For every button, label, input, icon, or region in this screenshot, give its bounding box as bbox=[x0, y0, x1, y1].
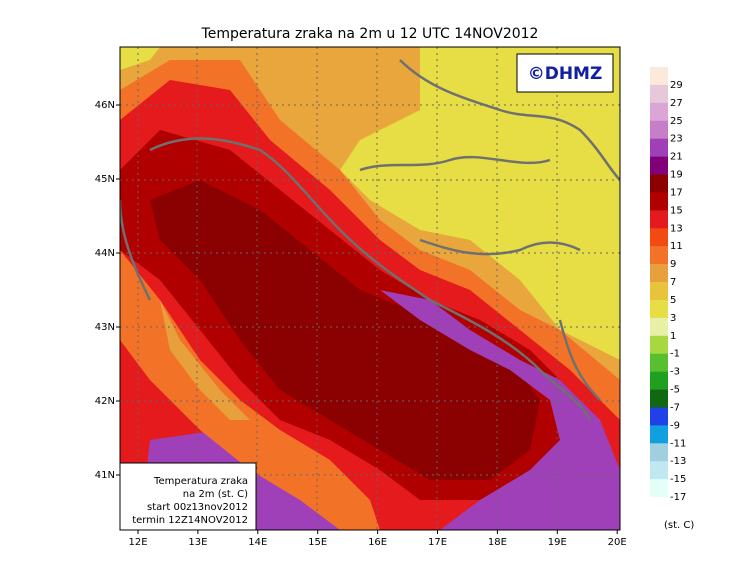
legend-label: 27 bbox=[670, 98, 683, 109]
legend-label: 7 bbox=[670, 277, 676, 288]
copyright: ©DHMZ bbox=[528, 64, 603, 84]
lat-label: 44N bbox=[95, 248, 115, 259]
lat-label: 41N bbox=[95, 470, 115, 481]
color-swatch bbox=[650, 371, 668, 390]
color-swatch bbox=[650, 192, 668, 211]
info-line: Temperatura zraka bbox=[153, 476, 248, 487]
info-lines: Temperatura zraka na 2m (st. C) start 00z1… bbox=[132, 476, 248, 526]
legend-label: 1 bbox=[670, 331, 676, 342]
legend-label: -17 bbox=[670, 492, 686, 503]
legend-label: -7 bbox=[670, 402, 680, 413]
info-line: na 2m (st. C) bbox=[183, 489, 248, 500]
copyright-box bbox=[516, 53, 614, 93]
lon-label: 19E bbox=[548, 537, 567, 548]
color-swatch bbox=[650, 461, 668, 480]
lon-label: 16E bbox=[368, 537, 387, 548]
legend-label: 13 bbox=[670, 223, 683, 234]
info-line: start 00z13nov2012 bbox=[147, 502, 248, 513]
legend-label: 21 bbox=[670, 152, 683, 163]
graticule bbox=[120, 47, 620, 530]
color-swatch bbox=[650, 84, 668, 104]
legend-label: 23 bbox=[670, 134, 683, 145]
color-swatch bbox=[650, 389, 668, 408]
color-swatch bbox=[650, 67, 668, 86]
legend-label: -13 bbox=[670, 456, 686, 467]
legend-label: -3 bbox=[670, 367, 680, 378]
legend-label: 19 bbox=[670, 170, 683, 181]
legend-label: 15 bbox=[670, 205, 683, 216]
color-swatch bbox=[650, 120, 668, 139]
lon-label: 17E bbox=[428, 537, 447, 548]
color-swatch bbox=[650, 407, 668, 426]
color-swatch bbox=[650, 443, 668, 462]
legend-label: 11 bbox=[670, 241, 683, 252]
legend-label: -11 bbox=[670, 438, 686, 449]
colorbar: 29 27 25 23 21 19 17 15 13 11 9 7 5 3 1 -1 -3 -5 -7 -9 -11 -1… bbox=[650, 67, 694, 531]
color-swatch bbox=[650, 246, 668, 265]
info-line: termin 12Z14NOV2012 bbox=[132, 515, 248, 526]
legend-unit: (st. C) bbox=[664, 520, 694, 531]
legend-label: -9 bbox=[670, 420, 680, 431]
lat-label: 46N bbox=[95, 100, 115, 111]
color-swatch bbox=[650, 210, 668, 229]
temperature-field bbox=[120, 47, 620, 530]
color-swatch bbox=[650, 425, 668, 444]
lon-label: 13E bbox=[188, 537, 207, 548]
legend-label: 5 bbox=[670, 295, 676, 306]
map-frame bbox=[119, 46, 621, 531]
lon-label: 15E bbox=[308, 537, 327, 548]
color-swatch bbox=[650, 174, 668, 193]
legend-label: 25 bbox=[670, 116, 683, 127]
title: Temperatura zraka na 2m u 12 UTC 14NOV20… bbox=[201, 26, 539, 42]
color-swatch bbox=[650, 228, 668, 247]
color-swatch bbox=[650, 335, 668, 355]
color-swatch bbox=[650, 138, 668, 157]
color-swatch bbox=[650, 282, 668, 301]
color-swatch bbox=[650, 156, 668, 175]
legend-label: 29 bbox=[670, 80, 683, 91]
legend-label: 17 bbox=[670, 187, 683, 198]
axis-labels: 46N 45N 44N 43N 42N 41N 12E 13E 14E 15E 16E 17E 18E 1… bbox=[95, 100, 627, 548]
legend-label: 9 bbox=[670, 259, 676, 270]
legend-label: -1 bbox=[670, 349, 680, 360]
legend-label: -5 bbox=[670, 385, 680, 396]
color-swatch bbox=[650, 353, 668, 372]
color-swatch bbox=[650, 479, 668, 498]
lon-label: 12E bbox=[128, 537, 147, 548]
legend-label: 3 bbox=[670, 313, 676, 324]
lat-label: 43N bbox=[95, 322, 115, 333]
color-swatch bbox=[650, 102, 668, 122]
legend-label: -15 bbox=[670, 474, 686, 485]
lon-label: 18E bbox=[488, 537, 507, 548]
lon-label: 14E bbox=[248, 537, 267, 548]
color-swatch bbox=[650, 317, 668, 337]
lon-label: 20E bbox=[608, 537, 627, 548]
lat-label: 42N bbox=[95, 396, 115, 407]
color-swatch bbox=[650, 299, 668, 319]
lat-label: 45N bbox=[95, 174, 115, 185]
color-swatch bbox=[650, 264, 668, 283]
info-box bbox=[119, 462, 257, 531]
color-swatch bbox=[650, 497, 668, 516]
